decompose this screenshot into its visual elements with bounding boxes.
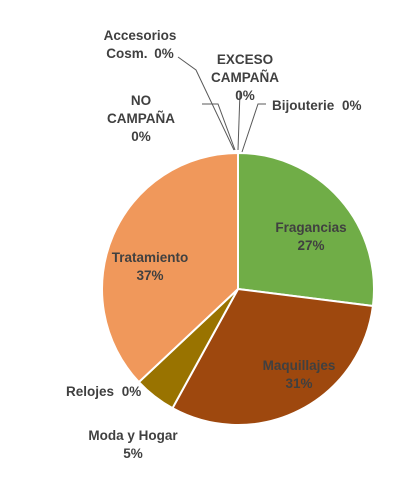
label-no-campana-name-1: NO xyxy=(131,93,151,108)
label-maquillajes-name: Maquillajes xyxy=(263,358,336,373)
leader-lines xyxy=(177,56,266,153)
pie-slice-maquillajes xyxy=(171,287,375,426)
label-relojes-name: Relojes xyxy=(66,384,114,399)
pie-slices xyxy=(101,151,375,426)
label-accesorios-name: Accesorios xyxy=(104,28,177,43)
label-fragancias-name: Fragancias xyxy=(275,220,346,235)
label-bijouterie-value: 0% xyxy=(342,98,362,113)
label-tratamiento-name: Tratamiento xyxy=(112,250,189,265)
label-fragancias-value: 27% xyxy=(297,238,324,253)
leader-line-bijouterie xyxy=(241,103,266,153)
label-no-campana-name-2: CAMPAÑA xyxy=(107,111,175,126)
pie-slice-tratamiento xyxy=(101,151,239,384)
pie-slice-fragancias xyxy=(237,151,375,308)
label-exceso-name-2: CAMPAÑA xyxy=(211,70,279,85)
label-bijouterie-name: Bijouterie xyxy=(272,98,335,113)
label-accesorios-line2: Cosm. 0% xyxy=(106,46,174,61)
label-tratamiento-value: 37% xyxy=(136,268,163,283)
label-moda-value: 5% xyxy=(123,446,143,461)
label-relojes: Relojes 0% xyxy=(66,384,141,399)
label-maquillajes-value: 31% xyxy=(285,376,312,391)
label-exceso-value: 0% xyxy=(235,88,255,103)
label-relojes-value: 0% xyxy=(122,384,142,399)
leader-line-exceso xyxy=(237,91,241,151)
label-exceso-name-1: EXCESO xyxy=(217,52,273,67)
label-bijouterie: Bijouterie 0% xyxy=(272,98,362,113)
label-moda-name: Moda y Hogar xyxy=(88,428,178,443)
label-accesorios-value: 0% xyxy=(154,46,174,61)
leader-line-no-campana xyxy=(202,103,236,151)
leader-line-accesorios xyxy=(177,56,235,151)
label-no-campana-value: 0% xyxy=(131,129,151,144)
